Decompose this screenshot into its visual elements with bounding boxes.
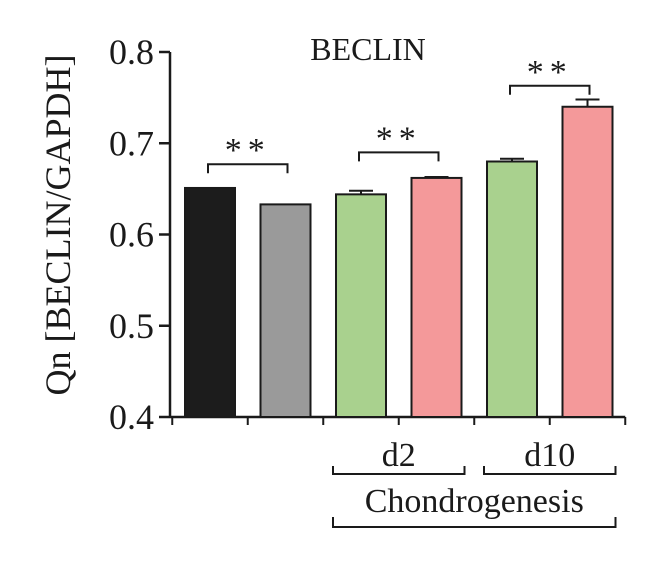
y-tick-label: 0.6	[109, 215, 154, 255]
significance-bracket	[509, 84, 591, 95]
bar	[259, 203, 312, 418]
significance-label: **	[527, 54, 573, 91]
significance-label: **	[225, 132, 271, 169]
y-axis: 0.4 0.5 0.6 0.7 0.8	[109, 32, 627, 437]
group-label: d2	[382, 437, 416, 474]
significance-bracket	[358, 151, 440, 162]
group-bracket	[483, 466, 617, 475]
y-tick-label: 0.8	[109, 32, 154, 72]
significance-brackets: ** ** **	[207, 54, 591, 174]
bar	[410, 176, 463, 418]
y-tick-label: 0.5	[109, 306, 154, 346]
bars	[184, 98, 614, 418]
group-bracket	[332, 466, 466, 475]
bar	[335, 193, 387, 418]
chart-title: BECLIN	[310, 31, 426, 67]
group-label: d10	[524, 437, 575, 474]
y-axis-label: Qn [BECLIN/GAPDH]	[38, 55, 78, 396]
significance-label: **	[376, 120, 422, 157]
y-tick-label: 0.4	[109, 397, 154, 437]
bar	[486, 160, 538, 418]
super-group-bracket	[332, 517, 617, 528]
bar	[561, 105, 614, 418]
significance-bracket	[207, 163, 289, 174]
bar	[184, 186, 236, 418]
y-tick-label: 0.7	[109, 123, 154, 163]
group-labels: d2 d10 Chondrogenesis	[332, 437, 617, 528]
super-group-label: Chondrogenesis	[365, 483, 584, 520]
